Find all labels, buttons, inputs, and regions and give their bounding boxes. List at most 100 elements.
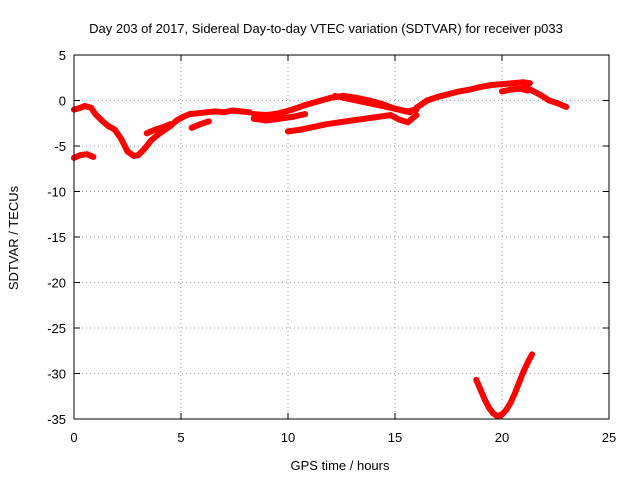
data-point xyxy=(250,111,257,118)
data-point xyxy=(92,111,99,118)
y-tick-label: -30 xyxy=(47,367,66,382)
data-point xyxy=(263,117,270,124)
y-tick-label: -5 xyxy=(54,139,66,154)
data-point xyxy=(186,111,193,118)
data-point xyxy=(362,115,368,122)
data-point xyxy=(111,126,118,133)
data-point xyxy=(276,115,283,122)
data-point xyxy=(124,148,131,155)
x-tick-label: 25 xyxy=(602,430,616,445)
data-point xyxy=(407,109,413,116)
data-series xyxy=(71,79,570,420)
data-point xyxy=(499,88,505,95)
data-point xyxy=(118,135,125,142)
x-axis-label: GPS time / hours xyxy=(291,458,390,473)
y-tick-label: -10 xyxy=(47,185,66,200)
data-point xyxy=(141,145,148,152)
data-point xyxy=(81,103,88,109)
data-point xyxy=(413,112,420,119)
data-point xyxy=(520,83,527,90)
data-point xyxy=(105,123,112,129)
data-point xyxy=(520,79,527,86)
data-point xyxy=(263,112,270,119)
data-point xyxy=(445,91,452,98)
data-point xyxy=(370,101,377,108)
data-point xyxy=(387,112,394,119)
y-axis-label: SDTVAR / TECUs xyxy=(6,185,21,290)
x-tick-label: 5 xyxy=(177,430,184,445)
axis-ticks: 0 5 10 15 20 25 5 0 -5 -10 -15 -20 -25 -30 -35 xyxy=(47,48,616,445)
data-point xyxy=(173,117,180,124)
y-tick-label: 5 xyxy=(59,48,66,63)
data-point xyxy=(520,368,527,375)
y-tick-label: -15 xyxy=(47,230,66,245)
data-point xyxy=(323,121,330,128)
data-point xyxy=(250,115,257,122)
data-point xyxy=(237,108,244,115)
y-tick-label: 0 xyxy=(59,94,66,109)
data-point xyxy=(212,108,219,115)
data-point xyxy=(160,123,167,130)
data-point xyxy=(404,119,411,126)
data-point xyxy=(344,95,351,102)
data-point xyxy=(499,411,505,418)
data-point xyxy=(516,379,523,386)
data-point xyxy=(77,152,84,159)
data-point xyxy=(180,113,187,120)
chart-title: Day 203 of 2017, Sidereal Day-to-day VTE… xyxy=(89,21,563,36)
data-point xyxy=(413,104,420,111)
data-point xyxy=(537,92,544,98)
y-tick-label: -35 xyxy=(47,412,66,427)
data-point xyxy=(383,103,390,110)
data-point xyxy=(88,104,95,111)
data-point xyxy=(148,137,154,144)
data-point xyxy=(466,86,473,93)
x-tick-label: 0 xyxy=(70,430,77,445)
y-tick-label: -20 xyxy=(47,276,66,291)
data-point xyxy=(529,87,535,94)
data-point xyxy=(143,130,150,137)
data-point xyxy=(83,151,90,158)
data-point xyxy=(332,92,339,99)
data-point xyxy=(289,113,296,120)
data-point xyxy=(302,111,309,118)
data-point xyxy=(507,399,514,406)
y-tick-label: -25 xyxy=(47,321,66,336)
data-point xyxy=(90,153,97,160)
data-point xyxy=(554,100,561,107)
data-point xyxy=(434,93,441,100)
data-point xyxy=(285,128,291,135)
data-point xyxy=(481,396,488,403)
data-point xyxy=(205,118,212,125)
series-arc-12 xyxy=(473,351,535,420)
data-point xyxy=(486,405,493,412)
x-tick-label: 15 xyxy=(388,430,402,445)
data-point xyxy=(396,116,403,123)
data-point xyxy=(289,106,296,113)
data-point xyxy=(546,97,553,104)
data-point xyxy=(349,117,356,124)
data-point xyxy=(374,113,381,120)
data-point xyxy=(473,376,480,383)
data-point xyxy=(197,121,204,128)
data-point xyxy=(220,109,227,116)
data-point xyxy=(167,121,174,128)
data-point xyxy=(529,351,535,358)
data-point xyxy=(563,103,570,110)
data-point xyxy=(154,132,161,139)
data-point xyxy=(396,106,403,113)
data-point xyxy=(456,88,463,95)
data-point xyxy=(135,152,142,159)
data-point xyxy=(503,406,510,413)
data-point xyxy=(526,80,533,87)
series-arc-3 xyxy=(143,121,174,137)
data-point xyxy=(195,110,202,117)
data-point xyxy=(477,386,484,393)
data-point xyxy=(511,390,518,397)
x-tick-label: 10 xyxy=(281,430,295,445)
plot-frame xyxy=(73,54,610,420)
data-point xyxy=(509,80,516,87)
data-point xyxy=(297,126,304,133)
data-point xyxy=(507,86,514,93)
